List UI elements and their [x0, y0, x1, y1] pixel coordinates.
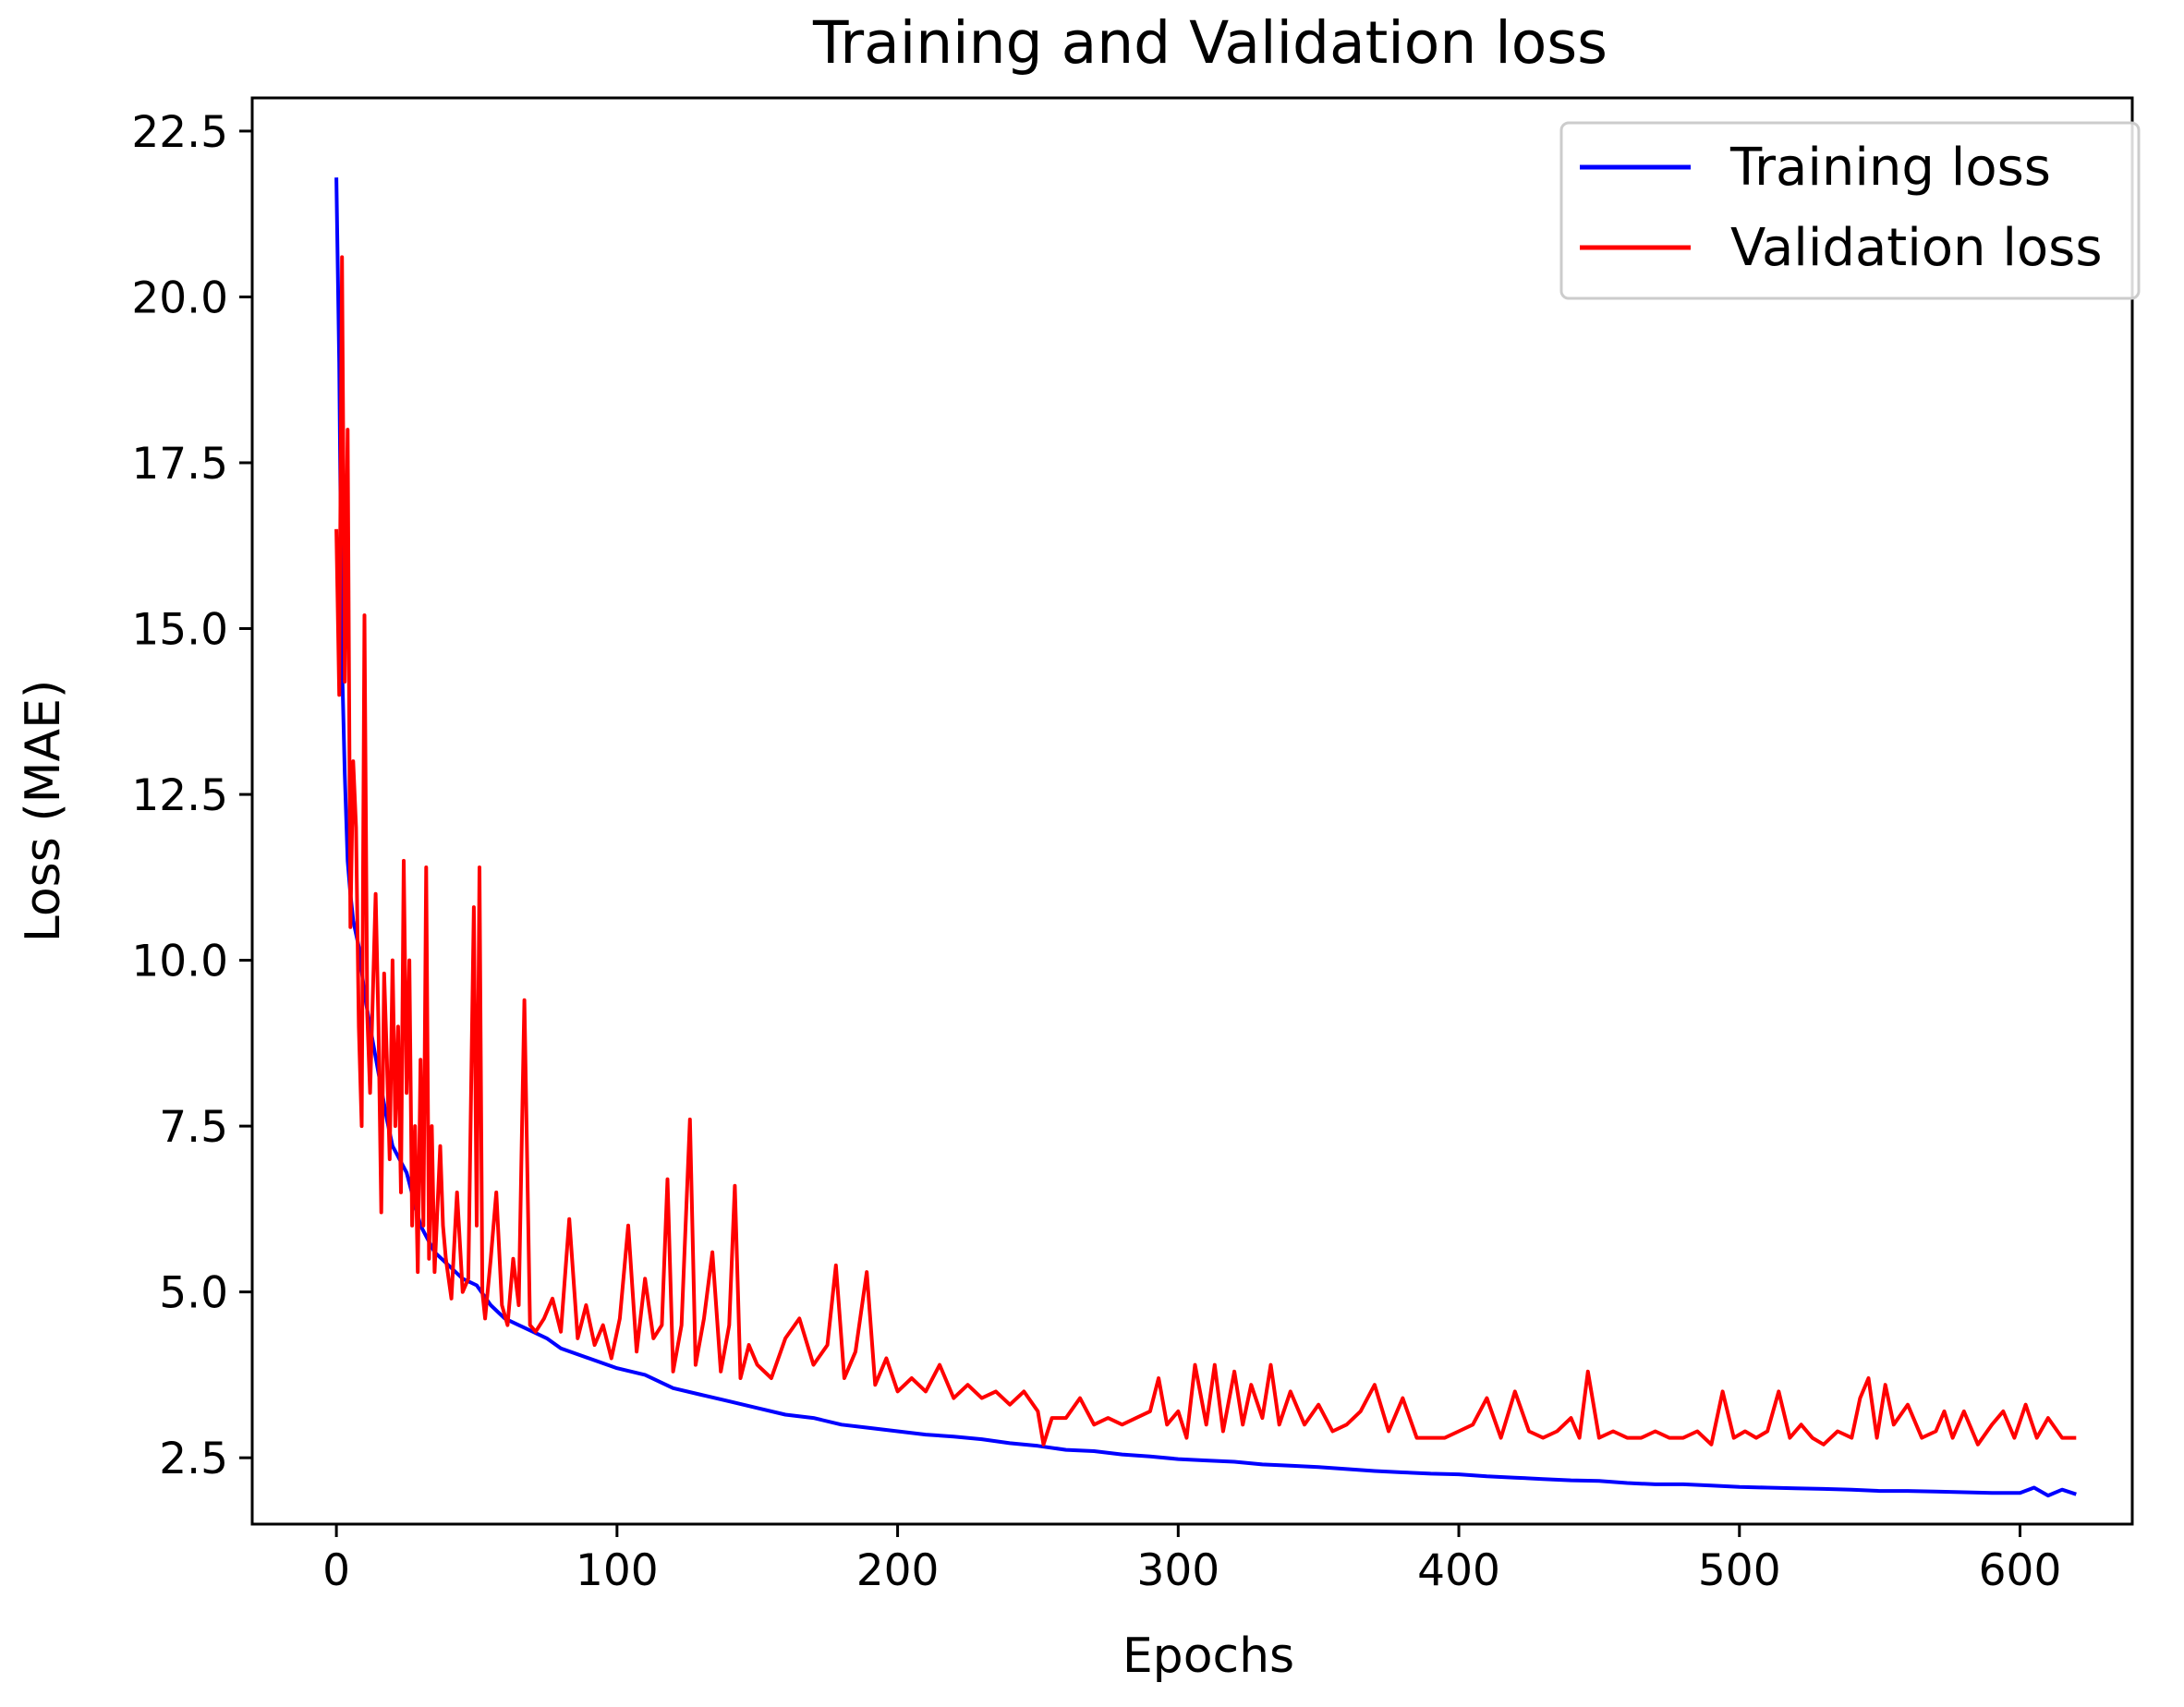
x-axis-label: Epochs — [1122, 1628, 1294, 1684]
legend-label-training: Training loss — [1729, 138, 2051, 198]
y-tick-label: 10.0 — [131, 937, 228, 987]
x-tick-label: 200 — [856, 1545, 940, 1596]
y-tick-label: 15.0 — [131, 605, 228, 656]
legend-label-validation: Validation loss — [1730, 218, 2103, 278]
legend-box — [1559, 121, 2141, 300]
y-tick-label: 17.5 — [131, 439, 228, 490]
x-tick-label: 0 — [322, 1545, 350, 1596]
legend: Training loss Validation loss — [1559, 121, 2141, 300]
y-tick-label: 12.5 — [131, 770, 228, 821]
x-tick-label: 300 — [1136, 1545, 1219, 1596]
y-axis-ticks: 2.5 5.0 7.5 10.0 12.5 15.0 17.5 20.0 22.5 — [131, 107, 252, 1484]
chart-title: Training and Validation loss — [812, 9, 1608, 77]
x-axis-ticks: 0 100 200 300 400 500 600 — [322, 1524, 2061, 1596]
x-tick-label: 100 — [576, 1545, 659, 1596]
x-tick-label: 600 — [1979, 1545, 2062, 1596]
y-tick-label: 2.5 — [159, 1434, 228, 1484]
plot-lines — [334, 177, 2077, 1498]
y-tick-label: 7.5 — [159, 1102, 228, 1153]
y-axis-label: Loss (MAE) — [16, 680, 71, 942]
y-tick-label: 5.0 — [159, 1268, 228, 1319]
axes-frame — [250, 96, 2134, 1526]
y-tick-label: 22.5 — [131, 107, 228, 158]
x-tick-label: 400 — [1417, 1545, 1500, 1596]
series-line-validation — [334, 255, 2077, 1447]
x-tick-label: 500 — [1698, 1545, 1781, 1596]
y-tick-label: 20.0 — [131, 272, 228, 323]
